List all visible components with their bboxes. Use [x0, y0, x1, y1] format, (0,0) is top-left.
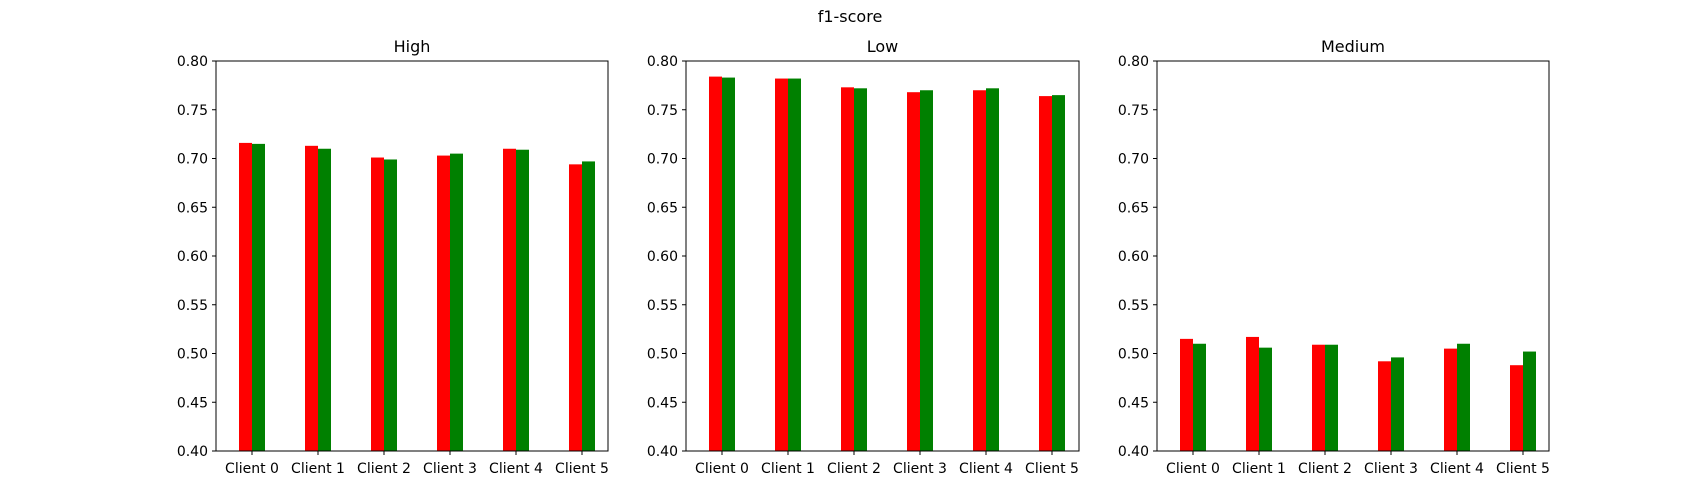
- y-tick-label: 0.40: [647, 444, 678, 460]
- chart-panels: High Client 0 Client 1 Client 2 Client 3 Clie…: [177, 37, 1550, 477]
- y-tick-label: 0.80: [647, 54, 678, 70]
- y-tick-label: 0.70: [177, 152, 208, 168]
- figure-suptitle: f1-score: [818, 7, 883, 26]
- axes-frame: [685, 60, 1080, 452]
- x-tick-label: Client 5: [1025, 461, 1079, 477]
- x-tick-label: Client 3: [1364, 461, 1418, 477]
- x-tick-label: Client 1: [1232, 461, 1286, 477]
- y-tick-label: 0.50: [177, 347, 208, 363]
- bar-client-1-series-1: [775, 78, 788, 452]
- x-tick-label: Client 1: [291, 461, 345, 477]
- bar-client-3-series-2: [920, 90, 933, 451]
- y-tick-label: 0.80: [1118, 54, 1149, 70]
- bar-client-0-series-1: [239, 142, 252, 451]
- y-tick-label: 0.60: [647, 249, 678, 265]
- y-tick-label: 0.45: [1118, 395, 1149, 411]
- x-tick-label: Client 2: [1298, 461, 1352, 477]
- x-tick-label: Client 4: [959, 461, 1013, 477]
- y-tick-label: 0.65: [1118, 200, 1149, 216]
- chart-panel-high: High Client 0 Client 1 Client 2 Client 3 Clie…: [177, 37, 609, 477]
- y-tick-label: 0.80: [177, 54, 208, 70]
- bar-client-4-series-2: [986, 88, 999, 452]
- bar-client-0-series-2: [722, 77, 735, 451]
- x-tick-label: Client 0: [1166, 461, 1220, 477]
- x-tick-label: Client 2: [357, 461, 411, 477]
- y-tick-label: 0.50: [647, 347, 678, 363]
- x-tick-label: Client 3: [893, 461, 947, 477]
- y-tick-label: 0.75: [647, 103, 678, 119]
- chart-panel-low: Low Client 0 Client 1 Client 2 Client 3 Clien…: [647, 37, 1080, 477]
- x-tick-label: Client 0: [225, 461, 279, 477]
- y-tick-label: 0.40: [1118, 444, 1149, 460]
- panel-title: Medium: [1321, 37, 1385, 56]
- axes-frame: [215, 60, 609, 452]
- bar-client-3-series-1: [1378, 361, 1391, 451]
- bar-client-2-series-1: [1312, 344, 1325, 451]
- y-tick-label: 0.70: [647, 152, 678, 168]
- panel-title: High: [394, 37, 431, 56]
- bar-client-4-series-1: [973, 90, 986, 451]
- bar-client-4-series-1: [503, 148, 516, 451]
- x-tick-label: Client 5: [555, 461, 609, 477]
- bar-client-5-series-1: [1510, 365, 1523, 451]
- bar-client-4-series-2: [1457, 343, 1470, 451]
- bar-client-1-series-2: [788, 78, 801, 452]
- bar-client-5-series-1: [569, 164, 582, 451]
- bar-client-3-series-1: [437, 155, 450, 451]
- y-tick-label: 0.60: [177, 249, 208, 265]
- y-tick-label: 0.60: [1118, 249, 1149, 265]
- bar-client-1-series-2: [318, 148, 331, 451]
- x-tick-label: Client 3: [423, 461, 477, 477]
- bar-client-5-series-1: [1039, 96, 1052, 451]
- y-tick-label: 0.65: [647, 200, 678, 216]
- x-tick-label: Client 2: [827, 461, 881, 477]
- bar-client-2-series-1: [841, 87, 854, 451]
- bar-client-2-series-1: [371, 157, 384, 451]
- bar-client-2-series-2: [854, 88, 867, 452]
- bar-client-3-series-2: [1391, 357, 1404, 451]
- x-tick-label: Client 1: [761, 461, 815, 477]
- y-tick-label: 0.65: [177, 200, 208, 216]
- x-tick-label: Client 0: [695, 461, 749, 477]
- x-tick-label: Client 4: [489, 461, 543, 477]
- y-tick-label: 0.55: [177, 298, 208, 314]
- y-tick-label: 0.75: [177, 103, 208, 119]
- bar-client-2-series-2: [384, 159, 397, 451]
- bar-client-0-series-2: [252, 143, 265, 451]
- bar-client-0-series-1: [1180, 338, 1193, 451]
- bar-client-1-series-1: [305, 145, 318, 451]
- bar-client-4-series-2: [516, 149, 529, 451]
- x-tick-label: Client 4: [1430, 461, 1484, 477]
- y-tick-label: 0.55: [1118, 298, 1149, 314]
- bar-client-2-series-2: [1325, 344, 1338, 451]
- axes-frame: [1156, 60, 1550, 452]
- bar-client-1-series-2: [1259, 347, 1272, 451]
- bar-client-5-series-2: [1523, 351, 1536, 451]
- y-tick-label: 0.40: [177, 444, 208, 460]
- y-tick-label: 0.45: [177, 395, 208, 411]
- bar-client-5-series-2: [1052, 95, 1065, 451]
- y-tick-label: 0.45: [647, 395, 678, 411]
- x-tick-label: Client 5: [1496, 461, 1550, 477]
- panel-title: Low: [867, 37, 899, 56]
- bar-client-1-series-1: [1246, 336, 1259, 451]
- y-tick-label: 0.55: [647, 298, 678, 314]
- bar-client-3-series-1: [907, 92, 920, 451]
- y-tick-label: 0.70: [1118, 152, 1149, 168]
- chart-panel-medium: Medium Client 0 Client 1 Client 2 Client 3 Cl…: [1118, 37, 1550, 477]
- bar-client-3-series-2: [450, 153, 463, 451]
- y-tick-label: 0.75: [1118, 103, 1149, 119]
- bar-client-4-series-1: [1444, 348, 1457, 451]
- y-tick-label: 0.50: [1118, 347, 1149, 363]
- bar-client-0-series-2: [1193, 343, 1206, 451]
- bar-client-5-series-2: [582, 161, 595, 452]
- bar-client-0-series-1: [709, 76, 722, 451]
